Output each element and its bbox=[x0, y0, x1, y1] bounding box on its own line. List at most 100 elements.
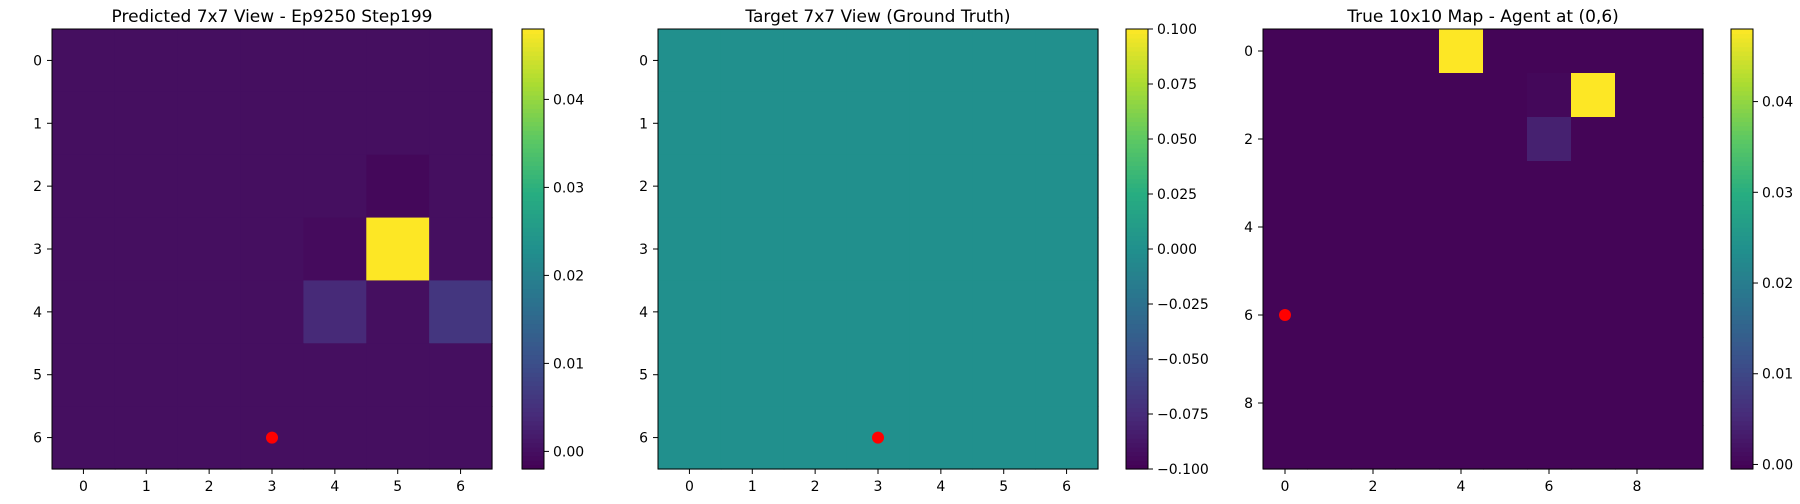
heatmap-cell-r1-c1 bbox=[720, 91, 785, 156]
colorbar-segment-98 bbox=[522, 33, 544, 39]
heatmap-cell-r2-c3 bbox=[846, 154, 911, 219]
colorbar-segment-63 bbox=[1731, 187, 1753, 193]
y-tick-label-2: 2 bbox=[1244, 132, 1253, 148]
colorbar-segment-99 bbox=[522, 29, 544, 34]
colorbar-segment-84 bbox=[1126, 95, 1148, 100]
colorbar-segment-88 bbox=[522, 77, 544, 83]
colorbar-segment-92 bbox=[1731, 59, 1753, 65]
heatmap-cell-r3-c5 bbox=[1483, 161, 1528, 206]
agent-marker bbox=[1279, 309, 1291, 321]
colorbar-segment-60 bbox=[1731, 200, 1753, 206]
heatmap-cell-r7-c9 bbox=[1659, 337, 1704, 382]
panel-2-title: Target 7x7 View (Ground Truth) bbox=[744, 7, 1010, 27]
colorbar-segment-92 bbox=[1126, 59, 1148, 65]
heatmap-cell-r6-c3 bbox=[1395, 293, 1440, 338]
colorbar-segment-58 bbox=[1126, 209, 1148, 215]
agent-marker bbox=[266, 431, 278, 444]
colorbar-segment-8 bbox=[1731, 429, 1753, 435]
colorbar-segment-31 bbox=[522, 328, 544, 334]
colorbar-segment-62 bbox=[1731, 191, 1753, 197]
colorbar-segment-48 bbox=[1731, 253, 1753, 259]
heatmap-cell-r6-c9 bbox=[1659, 293, 1704, 338]
colorbar-segment-35 bbox=[1126, 310, 1148, 316]
colorbar-segment-88 bbox=[1126, 77, 1148, 83]
colorbar-segment-7 bbox=[522, 433, 544, 439]
colorbar-segment-39 bbox=[1731, 293, 1753, 298]
colorbar-segment-82 bbox=[522, 103, 544, 109]
colorbar-segment-30 bbox=[1731, 332, 1753, 338]
heatmap-cell-r5-c1 bbox=[720, 343, 785, 407]
colorbar-segment-38 bbox=[1731, 297, 1753, 303]
colorbar-segment-51 bbox=[1731, 240, 1753, 246]
y-tick-label-1: 1 bbox=[33, 116, 42, 132]
x-tick-label-2: 2 bbox=[205, 479, 214, 495]
colorbar-segment-76 bbox=[1731, 130, 1753, 136]
colorbar-segment-27 bbox=[1126, 345, 1148, 351]
colorbar-tick-label-0: 0.00 bbox=[553, 444, 584, 460]
colorbar-segment-10 bbox=[1731, 420, 1753, 426]
heatmap-cell-r2-c0 bbox=[658, 154, 722, 219]
y-tick-label-1: 1 bbox=[639, 116, 648, 132]
heatmap-cell-r2-c6 bbox=[1527, 117, 1572, 162]
colorbar-segment-12 bbox=[1731, 411, 1753, 417]
y-tick-label-4: 4 bbox=[1244, 220, 1253, 236]
colorbar-segment-56 bbox=[522, 218, 544, 224]
colorbar-segment-76 bbox=[522, 130, 544, 136]
colorbar-segment-29 bbox=[522, 337, 544, 342]
colorbar-segment-70 bbox=[1731, 156, 1753, 162]
colorbar-tick-label-3: −0.025 bbox=[1157, 297, 1209, 313]
heatmap-cell-r0-c0 bbox=[1263, 29, 1308, 74]
colorbar-segment-5 bbox=[1731, 442, 1753, 448]
colorbar-segment-9 bbox=[1126, 425, 1148, 430]
heatmap-cell-r3-c4 bbox=[303, 217, 367, 282]
colorbar-segment-59 bbox=[522, 205, 544, 210]
colorbar-tick-label-3: 0.03 bbox=[553, 180, 584, 196]
heatmap-cell-r5-c4 bbox=[909, 343, 973, 407]
heatmap-cell-r5-c3 bbox=[846, 343, 911, 407]
heatmap-cell-r0-c3 bbox=[846, 29, 911, 93]
y-tick-label-6: 6 bbox=[1244, 308, 1253, 324]
colorbar-segment-35 bbox=[1731, 310, 1753, 316]
y-tick-label-0: 0 bbox=[1244, 44, 1253, 60]
colorbar-segment-77 bbox=[1731, 125, 1753, 131]
heatmap-cell-r5-c6 bbox=[1035, 343, 1099, 407]
colorbar-segment-20 bbox=[522, 376, 544, 382]
colorbar-segment-69 bbox=[1731, 161, 1753, 166]
colorbar-segment-61 bbox=[1731, 196, 1753, 202]
heatmap-cell-r2-c1 bbox=[1307, 117, 1352, 162]
colorbar-segment-61 bbox=[1126, 196, 1148, 202]
heatmap-cell-r8-c1 bbox=[1307, 381, 1352, 426]
colorbar-segment-34 bbox=[1126, 315, 1148, 320]
heatmap-cell-r3-c1 bbox=[114, 217, 179, 282]
colorbar-segment-85 bbox=[522, 90, 544, 96]
heatmap-cell-r2-c6 bbox=[1035, 154, 1099, 219]
colorbar-segment-91 bbox=[522, 64, 544, 70]
colorbar-segment-29 bbox=[1126, 337, 1148, 342]
colorbar-segment-50 bbox=[1731, 244, 1753, 250]
colorbar-segment-26 bbox=[522, 350, 544, 356]
heatmap-cell-r6-c7 bbox=[1571, 293, 1616, 338]
heatmap-cell-r1-c6 bbox=[429, 91, 493, 156]
colorbar-segment-13 bbox=[522, 407, 544, 413]
colorbar-segment-11 bbox=[522, 416, 544, 422]
colorbar-segment-8 bbox=[522, 429, 544, 435]
colorbar-segment-59 bbox=[1731, 205, 1753, 210]
colorbar-segment-94 bbox=[522, 51, 544, 56]
colorbar-segment-94 bbox=[1731, 51, 1753, 56]
heatmap-cell-r2-c1 bbox=[720, 154, 785, 219]
heatmap-cell-r2-c1 bbox=[114, 154, 179, 219]
heatmap-cell-r1-c4 bbox=[303, 91, 367, 156]
heatmap-cell-r6-c4 bbox=[1439, 293, 1484, 338]
heatmap-cell-r4-c3 bbox=[1395, 205, 1440, 250]
heatmap-cell-r4-c5 bbox=[972, 280, 1036, 344]
heatmap-cell-r5-c6 bbox=[1527, 249, 1572, 294]
colorbar-segment-67 bbox=[1731, 169, 1753, 175]
heatmap-cell-r3-c3 bbox=[240, 217, 305, 282]
colorbar-segment-71 bbox=[1126, 152, 1148, 158]
heatmap-cell-r3-c2 bbox=[1351, 161, 1396, 206]
colorbar-segment-83 bbox=[1126, 99, 1148, 105]
colorbar-segment-28 bbox=[1731, 341, 1753, 347]
heatmap-cell-r1-c3 bbox=[240, 91, 305, 156]
colorbar-segment-63 bbox=[1126, 187, 1148, 193]
colorbar-tick-label-4: 0.04 bbox=[1762, 95, 1793, 111]
